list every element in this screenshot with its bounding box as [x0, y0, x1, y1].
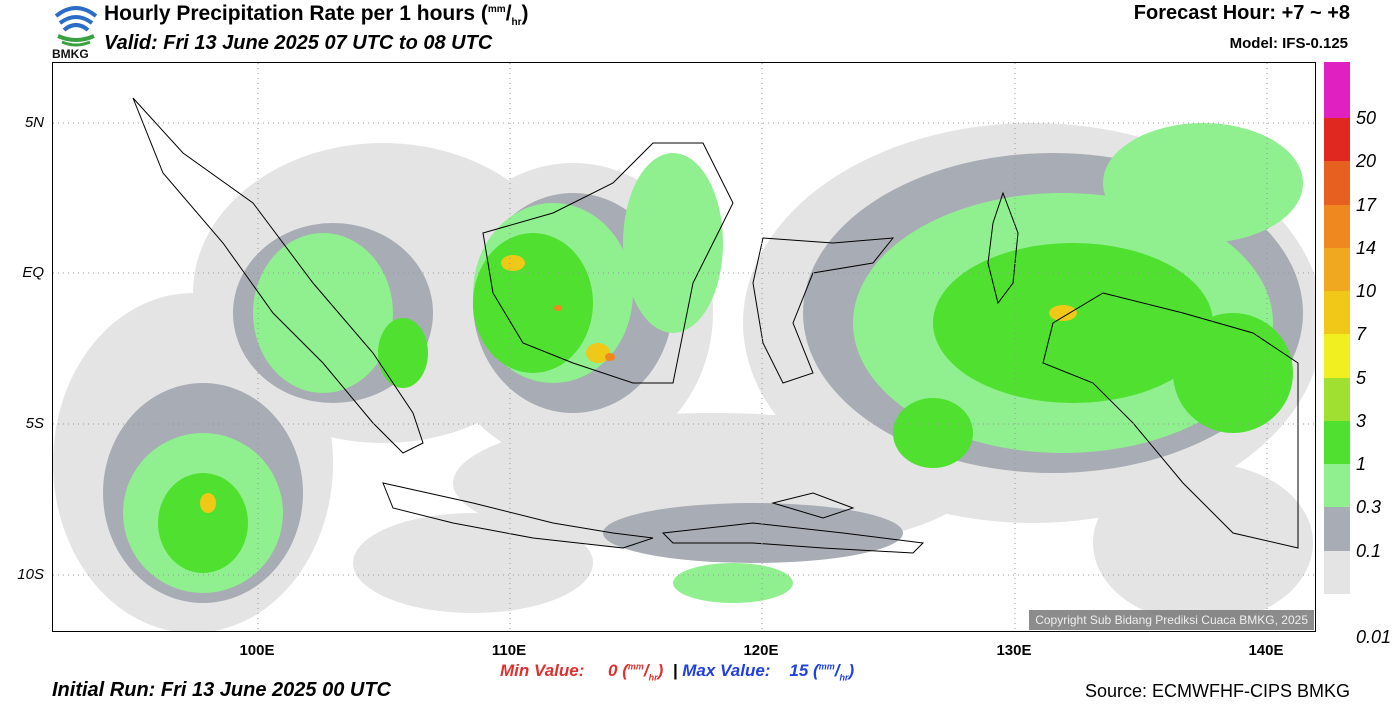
forecast-hour: Forecast Hour: +7 ~ +8 [1133, 2, 1350, 24]
colorbar-segment [1324, 377, 1350, 421]
bmkg-logo-icon [52, 2, 100, 60]
lon-label-100e: 100E [239, 642, 275, 659]
chart-title: Hourly Precipitation Rate per 1 hours (m… [104, 2, 529, 29]
colorbar-label: 17 [1356, 194, 1377, 215]
separator: | [672, 661, 678, 680]
colorbar-label: 0.1 [1356, 540, 1382, 561]
logo-text: BMKG [52, 47, 89, 61]
max-value-label: Max Value: [682, 661, 771, 680]
valid-time: Valid: Fri 13 June 2025 07 UTC to 08 UTC [104, 32, 493, 54]
min-max-values: Min Value: 0 (mm/hr) | Max Value: 15 (mm… [500, 661, 855, 683]
max-value: 15 [789, 661, 809, 680]
colorbar-label: 14 [1356, 237, 1377, 258]
data-source: Source: ECMWFHF-CIPS BMKG [1084, 681, 1350, 701]
lat-label-5s: 5S [25, 415, 44, 432]
lat-label-10s: 10S [17, 566, 44, 583]
model-label: Model: IFS-0.125 [1229, 35, 1348, 52]
copyright-notice: Copyright Sub Bidang Prediksi Cuaca BMKG… [1029, 610, 1314, 630]
colorbar-label: 5 [1356, 367, 1367, 388]
min-value-label: Min Value: [500, 661, 585, 680]
colorbar-segment [1324, 204, 1350, 248]
colorbar-segment [1324, 420, 1350, 465]
colorbar-segment [1324, 247, 1350, 292]
colorbar-segment [1324, 550, 1350, 594]
lon-label-130e: 130E [996, 642, 1032, 659]
colorbar-segment [1324, 507, 1350, 551]
colorbar-label: 1 [1356, 454, 1367, 475]
precipitation-map[interactable]: Copyright Sub Bidang Prediksi Cuaca BMKG… [52, 62, 1316, 632]
lon-label-140e: 140E [1248, 642, 1284, 659]
colorbar-label: 10 [1356, 281, 1377, 302]
colorbar-segment [1324, 62, 1350, 119]
map-canvas [53, 63, 1315, 631]
lon-label-110e: 110E [491, 642, 527, 659]
colorbar-label: 0.01 [1356, 627, 1392, 648]
colorbar [1324, 62, 1350, 594]
colorbar-label: 0.3 [1356, 497, 1382, 518]
colorbar-label: 7 [1356, 324, 1367, 345]
colorbar-segment [1324, 161, 1350, 205]
lat-label-5n: 5N [24, 114, 44, 131]
colorbar-segment [1324, 334, 1350, 378]
colorbar-label: 20 [1356, 151, 1377, 172]
min-value: 0 [608, 661, 618, 680]
initial-run: Initial Run: Fri 13 June 2025 00 UTC [52, 679, 391, 701]
colorbar-label: 50 [1356, 108, 1377, 129]
colorbar-label: 3 [1356, 410, 1367, 431]
lon-label-120e: 120E [743, 642, 779, 659]
colorbar-segment [1324, 118, 1350, 162]
lat-label-eq: EQ [22, 264, 44, 281]
colorbar-segment [1324, 291, 1350, 335]
colorbar-segment [1324, 464, 1350, 508]
